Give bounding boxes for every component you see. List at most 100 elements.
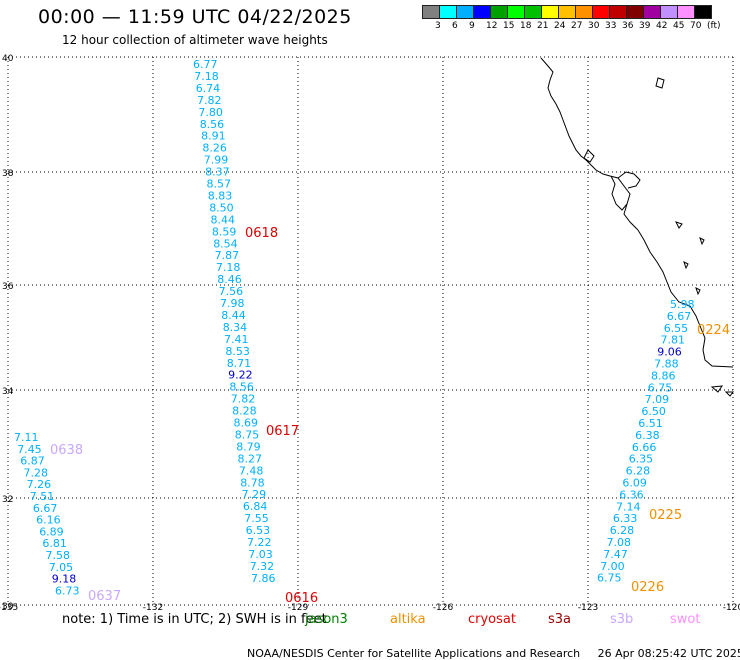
wave-height-value: 7.99: [204, 154, 229, 167]
lat-label: 30: [2, 602, 14, 612]
lon-label: -135: [0, 603, 18, 613]
lat-label: 38: [2, 169, 14, 179]
wave-height-tracks: 6.777.186.747.827.808.568.918.267.998.37…: [14, 58, 695, 597]
legend-label: 30: [588, 21, 600, 31]
wave-height-value: 7.09: [645, 393, 670, 406]
wave-height-value: 8.78: [240, 476, 265, 489]
wave-height-value: 7.00: [600, 560, 625, 573]
legend-label: 39: [639, 21, 651, 31]
satellite-note: note: 1) Time is in UTC; 2) SWH is in fe…: [0, 612, 740, 630]
wave-height-value: 6.75: [648, 381, 673, 394]
wave-height-value: 6.75: [597, 572, 622, 585]
wave-height-value: 6.89: [39, 525, 64, 538]
lon-label: -123: [578, 603, 598, 613]
sat-label-s3b: s3b: [610, 612, 634, 627]
wave-height-value: 8.28: [232, 405, 257, 418]
pass-label: 0225: [649, 508, 682, 523]
legend-label: 9: [469, 21, 475, 31]
wave-height-value: 8.79: [236, 440, 261, 453]
lon-label: -126: [433, 603, 454, 613]
wave-height-value: 7.98: [220, 297, 245, 310]
sat-label-altika: altika: [390, 612, 426, 627]
pass-label: 0618: [245, 226, 278, 241]
wave-height-value: 6.77: [193, 58, 218, 71]
wave-height-value: 7.22: [247, 536, 272, 549]
wave-height-value: 6.16: [36, 514, 61, 527]
wave-height-value: 7.86: [251, 572, 276, 585]
wave-height-value: 6.84: [243, 500, 268, 513]
wave-height-value: 6.74: [196, 82, 221, 95]
wave-height-value: 8.34: [223, 321, 248, 334]
wave-height-value: 7.28: [24, 466, 49, 479]
wave-height-value: 8.71: [227, 357, 252, 370]
delta: [617, 171, 641, 189]
legend-label: 42: [656, 21, 668, 31]
wave-height-value: 6.53: [246, 524, 271, 537]
wave-height-value: 6.67: [667, 310, 692, 323]
sat-label-s3a: s3a: [548, 612, 572, 627]
wave-height-value: 7.87: [215, 249, 240, 262]
wave-height-value: 6.09: [622, 477, 647, 490]
sat-label-cryosat: cryosat: [468, 612, 516, 627]
legend-swatch: [694, 5, 712, 19]
map-subtitle: 12 hour collection of altimeter wave hei…: [62, 33, 328, 47]
footer: NOAA/NESDIS Center for Satellite Applica…: [240, 634, 740, 660]
wave-height-value: 8.46: [217, 273, 242, 286]
pass-label: 0226: [631, 580, 664, 595]
california-coastline: [540, 57, 734, 368]
pass-label: 0637: [88, 589, 121, 604]
wave-height-value: 8.44: [211, 213, 236, 226]
wave-height-value: 7.82: [231, 393, 256, 406]
wave-height-value: 8.59: [212, 225, 237, 238]
wave-height-value: 8.86: [651, 369, 676, 382]
wave-height-value: 7.18: [194, 70, 219, 83]
wave-height-value: 7.14: [616, 500, 641, 513]
lat-lon-grid: [7, 56, 734, 606]
pass-labels: 0618 0617 0616 0638 0637 0224 0225 0226: [50, 226, 730, 606]
wave-height-value: 7.29: [242, 488, 267, 501]
wave-height-value: 7.32: [250, 560, 275, 573]
color-legend: [422, 5, 712, 19]
wave-height-value: 8.56: [229, 381, 254, 394]
wave-height-value: 7.48: [239, 464, 264, 477]
wave-height-value: 6.87: [20, 455, 45, 468]
lon-label: -132: [143, 603, 163, 613]
wave-height-value: 7.11: [14, 431, 39, 444]
wave-height-value: 6.35: [629, 453, 654, 466]
small-lake-2: [683, 261, 689, 270]
wave-height-value: 8.75: [235, 428, 259, 441]
lon-label: -120: [723, 603, 740, 613]
wave-height-value: 7.18: [216, 261, 241, 274]
coastline: [540, 57, 734, 397]
note-text: note: 1) Time is in UTC; 2) SWH is in fe…: [62, 612, 327, 627]
legend-label: 18: [520, 21, 532, 31]
legend-label: 33: [605, 21, 617, 31]
wave-height-value: 8.50: [209, 201, 234, 214]
map-title: 00:00 — 11:59 UTC 04/22/2025: [38, 6, 352, 28]
wave-height-value: 7.45: [17, 443, 42, 456]
wave-height-value: 5.98: [670, 298, 695, 311]
wave-height-value: 7.55: [244, 512, 268, 525]
wave-height-value: 6.33: [613, 512, 638, 525]
pass-label: 0224: [697, 323, 730, 338]
lon-label: -129: [288, 603, 309, 613]
wave-height-value: 8.54: [213, 237, 238, 250]
wave-height-value: 8.83: [208, 189, 233, 202]
pass-label: 0638: [50, 443, 83, 458]
sat-label-jason3: jason3: [305, 612, 348, 627]
timestamp-text: 26 Apr 08:25:42 UTC 2025: [597, 647, 740, 660]
tahoe: [655, 77, 665, 89]
legend-label: 12: [486, 21, 498, 31]
lat-label: 40: [2, 54, 14, 64]
wave-height-value: 6.38: [635, 429, 660, 442]
wave-height-value: 6.51: [638, 417, 663, 430]
pass-label: 0616: [285, 591, 318, 606]
wave-height-value: 7.81: [661, 334, 686, 347]
inland-lake: [583, 149, 595, 163]
wave-height-value: 7.47: [603, 548, 628, 561]
lat-label: 36: [2, 282, 14, 292]
sf-bay: [610, 175, 628, 211]
wave-height-value: 6.81: [42, 537, 67, 550]
wave-height-value: 8.57: [207, 178, 232, 191]
